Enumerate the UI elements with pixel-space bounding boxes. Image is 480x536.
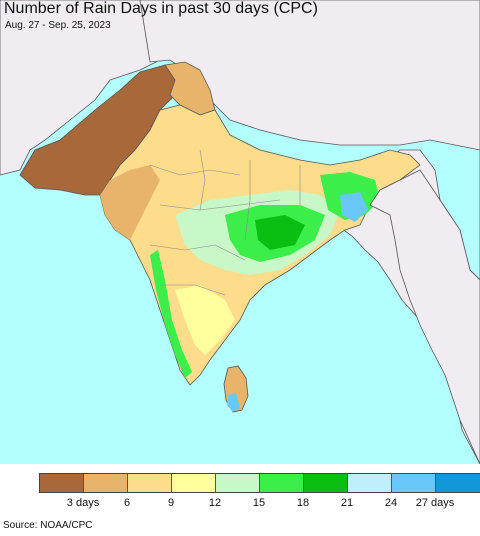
legend-swatch-4 [216,474,260,492]
legend-label-3: 12 [208,497,222,509]
region-sri-lanka-wet [227,393,240,412]
region-bangladesh [340,192,368,222]
legend-label-5: 18 [296,497,310,509]
legend-label-8: 27 days [415,497,455,509]
legend-label-7: 24 [384,497,398,509]
region-west-coast-green [150,250,192,378]
legend-swatch-9 [436,474,480,492]
legend-swatch-5 [260,474,304,492]
region-west-dry [100,165,160,240]
region-myanmar-coast [369,169,480,464]
legend-swatch-8 [392,474,436,492]
legend-swatch-6 [304,474,348,492]
legend-swatch-1 [84,474,128,492]
legend-color-bar [39,473,480,493]
legend-label-1: 6 [123,497,131,509]
legend-swatch-3 [172,474,216,492]
date-range: Aug. 27 - Sep. 25, 2023 [5,20,111,31]
legend-label-6: 21 [340,497,354,509]
region-core-green [255,215,305,250]
legend-label-4: 15 [252,497,266,509]
source-credit: Source: NOAA/CPC [3,520,93,531]
legend-label-0: 3 days [66,497,100,509]
region-south-light [175,285,235,355]
legend-swatch-7 [348,474,392,492]
legend-swatch-0 [40,474,84,492]
rain-days-map [0,0,480,464]
legend-label-2: 9 [167,497,175,509]
internal-borders [149,149,301,296]
map-title: Number of Rain Days in past 30 days (CPC… [4,0,318,17]
legend-swatch-2 [128,474,172,492]
